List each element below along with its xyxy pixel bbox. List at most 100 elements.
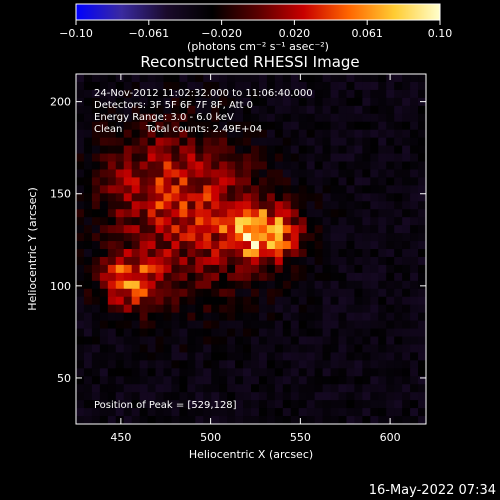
heatmap-cell — [402, 121, 411, 131]
heatmap-cell — [338, 272, 348, 282]
heatmap-cell — [418, 249, 426, 258]
heatmap-cell — [362, 217, 371, 226]
heatmap-cell — [251, 74, 260, 83]
heatmap-cell — [171, 400, 180, 409]
heatmap-cell — [227, 249, 236, 258]
heatmap-cell — [322, 360, 332, 369]
heatmap-cell — [290, 105, 300, 115]
heatmap-cell — [258, 105, 268, 115]
heatmap-cell — [243, 360, 252, 369]
heatmap-cell — [346, 105, 355, 115]
heatmap-cell — [370, 416, 379, 424]
x-tick-label: 450 — [110, 431, 131, 444]
heatmap-cell — [274, 217, 284, 226]
heatmap-cell — [258, 225, 268, 234]
heatmap-cell — [179, 304, 188, 314]
heatmap-cell — [99, 177, 109, 186]
heatmap-cell — [115, 193, 125, 202]
heatmap-cell — [330, 312, 340, 322]
heatmap-cell — [147, 113, 157, 123]
heatmap-cell — [235, 74, 244, 83]
footer-timestamp: 16-May-2022 07:34 — [369, 483, 496, 498]
heatmap-cell — [83, 169, 93, 178]
heatmap-cell — [83, 376, 93, 385]
heatmap-cell — [362, 368, 371, 377]
heatmap-cell — [243, 249, 252, 258]
heatmap-cell — [386, 161, 395, 171]
heatmap-cell — [306, 217, 316, 226]
heatmap-cell — [99, 328, 109, 338]
heatmap-cell — [362, 272, 371, 282]
heatmap-cell — [131, 241, 141, 250]
heatmap-cell — [123, 129, 133, 139]
heatmap-cell — [203, 344, 212, 353]
heatmap-cell — [123, 256, 133, 266]
heatmap-cell — [131, 320, 141, 330]
heatmap-cell — [251, 280, 260, 290]
heatmap-cell — [147, 161, 157, 171]
heatmap-cell — [76, 272, 85, 282]
heatmap-cell — [378, 169, 387, 178]
heatmap-cell — [179, 296, 188, 306]
heatmap-cell — [282, 408, 292, 417]
heatmap-cell — [91, 384, 101, 393]
heatmap-cell — [227, 344, 236, 353]
heatmap-cell — [314, 392, 324, 401]
heatmap-cell — [346, 169, 355, 178]
heatmap-cell — [147, 105, 157, 115]
heatmap-cell — [235, 344, 244, 353]
heatmap-cell — [346, 312, 355, 322]
heatmap-cell — [99, 384, 109, 393]
heatmap-cell — [171, 81, 180, 91]
heatmap-cell — [91, 137, 101, 147]
heatmap-cell — [227, 360, 236, 369]
heatmap-cell — [219, 272, 228, 282]
heatmap-cell — [306, 233, 316, 242]
heatmap-cell — [322, 105, 332, 115]
heatmap-cell — [306, 280, 316, 290]
heatmap-cell — [410, 89, 419, 99]
heatmap-cell — [115, 408, 125, 417]
heatmap-cell — [258, 74, 268, 83]
heatmap-cell — [115, 217, 125, 226]
heatmap-cell — [99, 105, 109, 115]
heatmap-cell — [227, 241, 236, 250]
heatmap-cell — [155, 241, 165, 250]
heatmap-cell — [76, 161, 85, 171]
heatmap-cell — [251, 336, 260, 346]
heatmap-cell — [235, 129, 244, 139]
heatmap-cell — [394, 161, 403, 171]
heatmap-cell — [266, 121, 276, 131]
heatmap-cell — [187, 113, 196, 123]
heatmap-cell — [171, 312, 180, 322]
heatmap-cell — [219, 225, 228, 234]
heatmap-cell — [282, 145, 292, 155]
heatmap-cell — [139, 360, 149, 369]
heatmap-cell — [91, 312, 101, 322]
heatmap-cell — [219, 280, 228, 290]
heatmap-cell — [227, 209, 236, 218]
heatmap-cell — [378, 344, 387, 353]
heatmap-cell — [386, 225, 395, 234]
heatmap-cell — [362, 241, 371, 250]
heatmap-cell — [91, 400, 101, 409]
heatmap-cell — [163, 360, 173, 369]
heatmap-cell — [274, 249, 284, 258]
heatmap-cell — [187, 225, 196, 234]
heatmap-cell — [107, 241, 117, 250]
heatmap-cell — [235, 89, 244, 99]
heatmap-cell — [330, 304, 340, 314]
heatmap-cell — [290, 376, 300, 385]
heatmap-cell — [107, 129, 117, 139]
heatmap-cell — [386, 368, 395, 377]
heatmap-cell — [227, 272, 236, 282]
heatmap-cell — [195, 312, 204, 322]
heatmap-cell — [91, 121, 101, 131]
heatmap-cell — [394, 376, 403, 385]
heatmap-cell — [147, 249, 157, 258]
heatmap-cell — [235, 217, 244, 226]
heatmap-cell — [298, 384, 308, 393]
heatmap-cell — [83, 233, 93, 242]
heatmap-cell — [91, 177, 101, 186]
heatmap-cell — [76, 352, 85, 361]
